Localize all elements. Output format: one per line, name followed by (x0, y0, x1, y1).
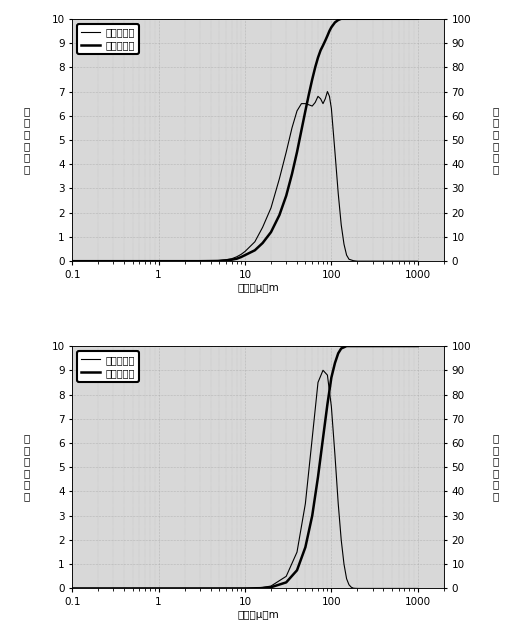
Legend: 微分分布％, 累积分布％: 微分分布％, 累积分布％ (77, 351, 139, 382)
Y-axis label: 微
分
分
布
／
％: 微 分 分 布 ／ ％ (23, 106, 29, 174)
Y-axis label: 微
分
分
布
／
％: 微 分 分 布 ／ ％ (23, 433, 29, 501)
Y-axis label: 累
积
分
布
／
％: 累 积 分 布 ／ ％ (493, 433, 499, 501)
X-axis label: 粒径／μ　m: 粒径／μ m (237, 283, 279, 293)
Legend: 微分分布％, 累积分布％: 微分分布％, 累积分布％ (77, 24, 139, 54)
X-axis label: 粒径／μ　m: 粒径／μ m (237, 610, 279, 620)
Y-axis label: 累
积
分
布
／
％: 累 积 分 布 ／ ％ (493, 106, 499, 174)
